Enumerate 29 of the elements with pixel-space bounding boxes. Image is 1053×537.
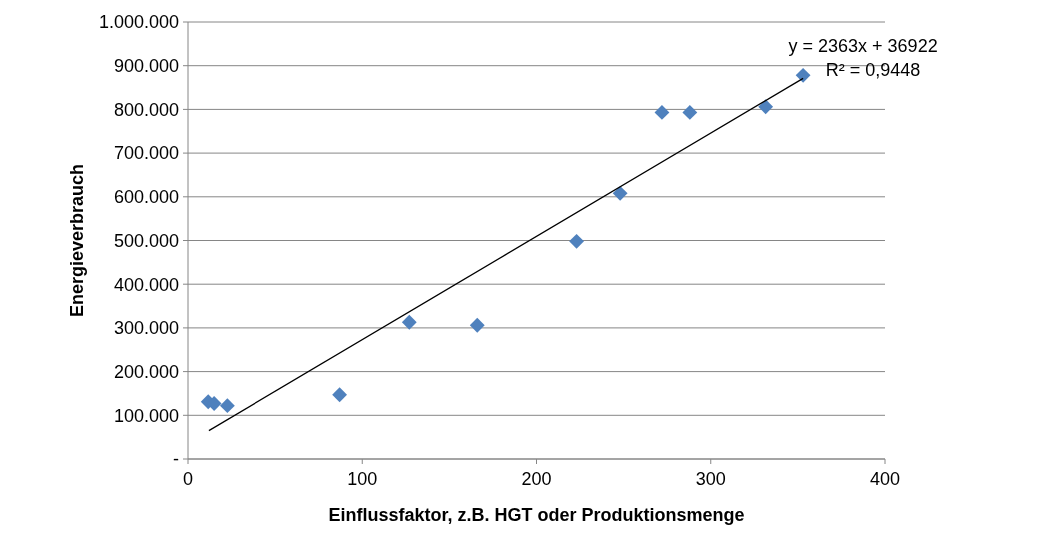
point [569,233,584,249]
y-tick-label: 1.000.000 [98,12,179,33]
y-tick-label: 400.000 [113,274,179,295]
x-tick-label: 300 [695,469,726,489]
y-tick-label: 200.000 [113,361,179,382]
y-axis-title: Energieverbrauch [67,163,87,318]
y-tick-label: 700.000 [113,143,179,164]
y-tick-label: 900.000 [113,56,179,76]
y-tick-label: 600.000 [113,187,179,208]
y-tick-label: 500.000 [113,230,179,251]
point [332,387,348,403]
x-tick-label: 200 [521,469,552,489]
point [682,105,698,120]
annotation: R² = 0,9448 [825,60,921,81]
point [612,185,628,201]
x-tick-label: 100 [347,469,378,489]
y-tick-label: 800.000 [113,99,179,120]
x-axis-title: Einflussfaktor, z.B. HGT oder Produktionsmenge [328,505,745,525]
annotation: y = 2363x + 36922 [788,36,938,57]
point [795,67,811,83]
point [469,317,485,333]
y-tick-label: 300.000 [113,318,179,339]
y-tick-label: - [173,449,179,470]
y-tick-label: 100.000 [113,405,179,426]
point [758,99,774,115]
point [401,314,417,330]
x-tick-label: 0 [182,469,194,489]
x-tick-label: 400 [869,469,901,489]
point [219,398,235,414]
